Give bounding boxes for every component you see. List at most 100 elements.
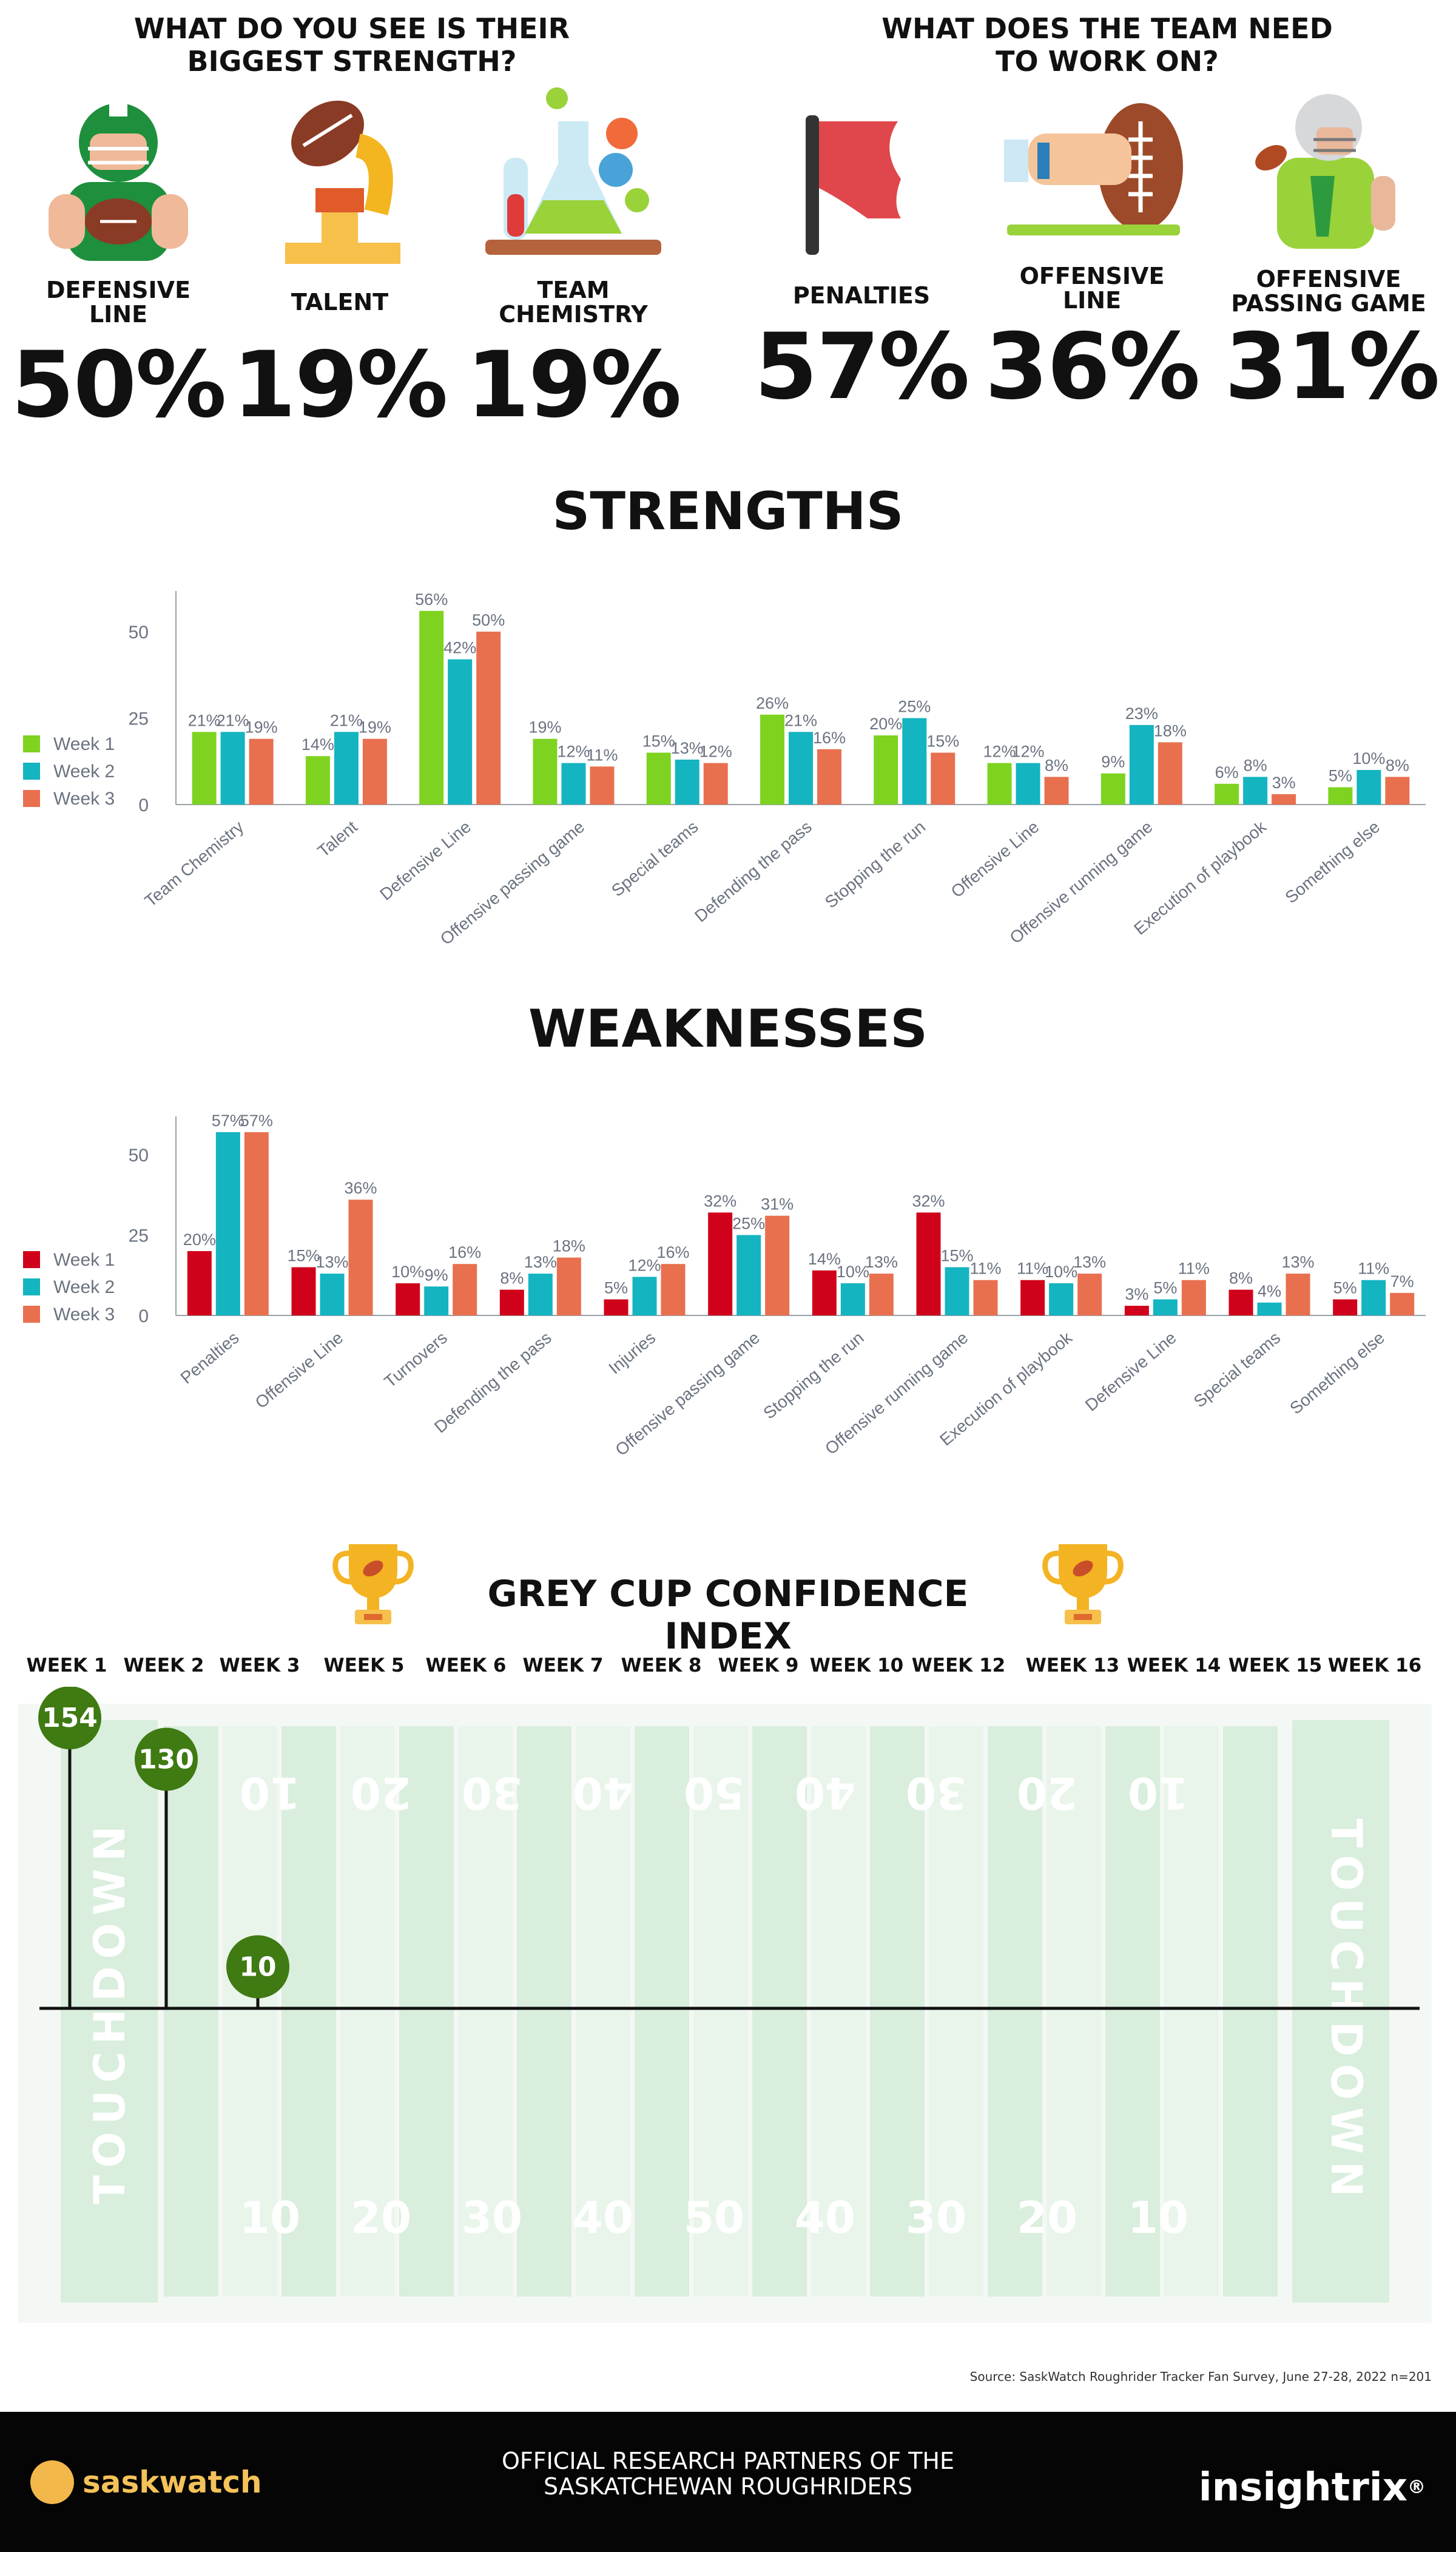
stat-label-team-chemistry: TEAM CHEMISTRY	[499, 277, 648, 328]
category-label: Something else	[1286, 1328, 1388, 1418]
field-stripe	[164, 1726, 218, 2297]
bar	[1385, 777, 1410, 805]
yard-number-top: 20	[351, 1767, 411, 1818]
legend-swatch	[23, 763, 40, 780]
index-value-label: 10	[239, 1952, 276, 1983]
yard-number-bottom: 20	[1017, 2192, 1077, 2243]
bar-value-label: 14%	[302, 735, 334, 754]
bar-value-label: 10%	[837, 1263, 869, 1281]
bar	[590, 766, 615, 805]
bar-value-label: 13%	[1073, 1253, 1106, 1271]
stat-value-talent: 19%	[232, 333, 448, 438]
bar	[817, 749, 841, 805]
field-stripe	[399, 1726, 454, 2297]
index-marker	[38, 1687, 101, 1750]
bar	[708, 1212, 733, 1315]
yard-number-bottom: 10	[1128, 2192, 1188, 2243]
footer: saskwatch OFFICIAL RESEARCH PARTNERS OF …	[0, 2412, 1456, 2552]
week-header: WEEK 15	[1228, 1655, 1323, 1676]
bar	[1181, 1280, 1206, 1315]
category-label: Special teams	[608, 817, 702, 900]
bar-value-label: 16%	[813, 729, 846, 747]
bar-value-label: 11%	[1178, 1260, 1210, 1278]
week-header: WEEK 14	[1127, 1655, 1221, 1676]
bar-value-label: 5%	[604, 1279, 628, 1297]
bar-value-label: 8%	[1244, 756, 1267, 774]
bar	[646, 752, 671, 805]
bar-value-label: 11%	[1358, 1260, 1389, 1278]
saskwatch-logo: saskwatch	[30, 2460, 262, 2509]
bar	[453, 1264, 477, 1315]
yard-number-top: 50	[684, 1767, 744, 1818]
bar-value-label: 12%	[1012, 743, 1045, 761]
bar	[320, 1274, 345, 1315]
y-tick-label: 0	[138, 795, 149, 815]
bar-value-label: 18%	[553, 1237, 585, 1255]
yard-number-top: 10	[1128, 1767, 1188, 1818]
bar-value-label: 16%	[656, 1243, 689, 1261]
penalty-flag-icon	[806, 115, 901, 255]
week-header: WEEK 12	[911, 1655, 1006, 1676]
bar	[1272, 794, 1296, 805]
index-value-label: 130	[138, 1744, 194, 1775]
bar	[396, 1283, 420, 1315]
bar-value-label: 12%	[983, 743, 1016, 761]
week-header: WEEK 9	[718, 1655, 799, 1676]
bar	[945, 1267, 969, 1315]
bar-value-label: 13%	[524, 1253, 557, 1271]
weaknesses-title: WEAKNESSES	[528, 999, 928, 1059]
saskwatch-logo-text: saskwatch	[83, 2465, 262, 2500]
stat-label-talent: TALENT	[291, 289, 389, 316]
field-stripe	[1164, 1726, 1219, 2297]
field-stripe	[870, 1726, 925, 2297]
legend-swatch	[23, 790, 40, 807]
bar	[632, 1277, 657, 1315]
field-stripe	[752, 1726, 807, 2297]
confidence-index-title: GREY CUP CONFIDENCE INDEX	[487, 1573, 969, 1658]
y-tick-label: 25	[129, 709, 149, 729]
work-question: WHAT DOES THE TEAM NEED TO WORK ON?	[881, 12, 1333, 78]
endzone-text-right: TOUCHDOWN	[1321, 1818, 1371, 2204]
category-label: Offensive Line	[948, 817, 1043, 901]
bar	[192, 732, 217, 805]
bar-value-label: 9%	[425, 1266, 448, 1284]
week-header: WEEK 5	[323, 1655, 405, 1676]
bar	[661, 1264, 686, 1315]
legend-label: Week 3	[53, 789, 115, 809]
hand-football-icon	[1004, 103, 1183, 235]
index-marker	[226, 1935, 289, 1999]
stat-value-offensive-line: 36%	[985, 314, 1200, 420]
category-label: Defensive Line	[376, 817, 474, 904]
bar-value-label: 11%	[969, 1260, 1001, 1278]
bar-value-label: 12%	[699, 743, 732, 761]
legend-label: Week 1	[53, 734, 115, 754]
bar	[1153, 1299, 1178, 1315]
bar	[476, 632, 501, 805]
chemistry-flask-icon	[485, 87, 661, 255]
bar-value-label: 19%	[528, 718, 561, 737]
bar-value-label: 5%	[1329, 767, 1352, 785]
index-value-label: 154	[42, 1703, 98, 1733]
field-stripe	[693, 1726, 748, 2297]
bar-value-label: 57%	[240, 1112, 273, 1130]
bar-value-label: 12%	[628, 1256, 661, 1274]
week-header: WEEK 6	[425, 1655, 507, 1676]
bar-value-label: 36%	[344, 1179, 377, 1197]
field-stripe	[1223, 1726, 1278, 2297]
field-stripe	[281, 1726, 336, 2297]
trophy-icon-left	[332, 1544, 414, 1624]
bar-value-label: 11%	[586, 746, 618, 764]
football-field: 10 20 30 40 50 40 30 20 10 10 20 30 40 50 40 30 20 10 TOUC…	[18, 1687, 1432, 2323]
field-stripe	[517, 1726, 571, 2297]
bar	[736, 1235, 761, 1315]
bar	[1020, 1280, 1045, 1315]
bar-value-label: 15%	[926, 732, 959, 751]
bar-value-label: 18%	[1154, 721, 1187, 740]
bar-value-label: 15%	[287, 1247, 320, 1265]
bar-value-label: 31%	[761, 1195, 794, 1214]
bar-value-label: 15%	[940, 1247, 973, 1265]
bar	[812, 1270, 837, 1315]
insightrix-logo-text: insightrix	[1198, 2465, 1407, 2510]
bar-value-label: 11%	[1017, 1260, 1048, 1278]
legend-swatch	[23, 735, 40, 752]
